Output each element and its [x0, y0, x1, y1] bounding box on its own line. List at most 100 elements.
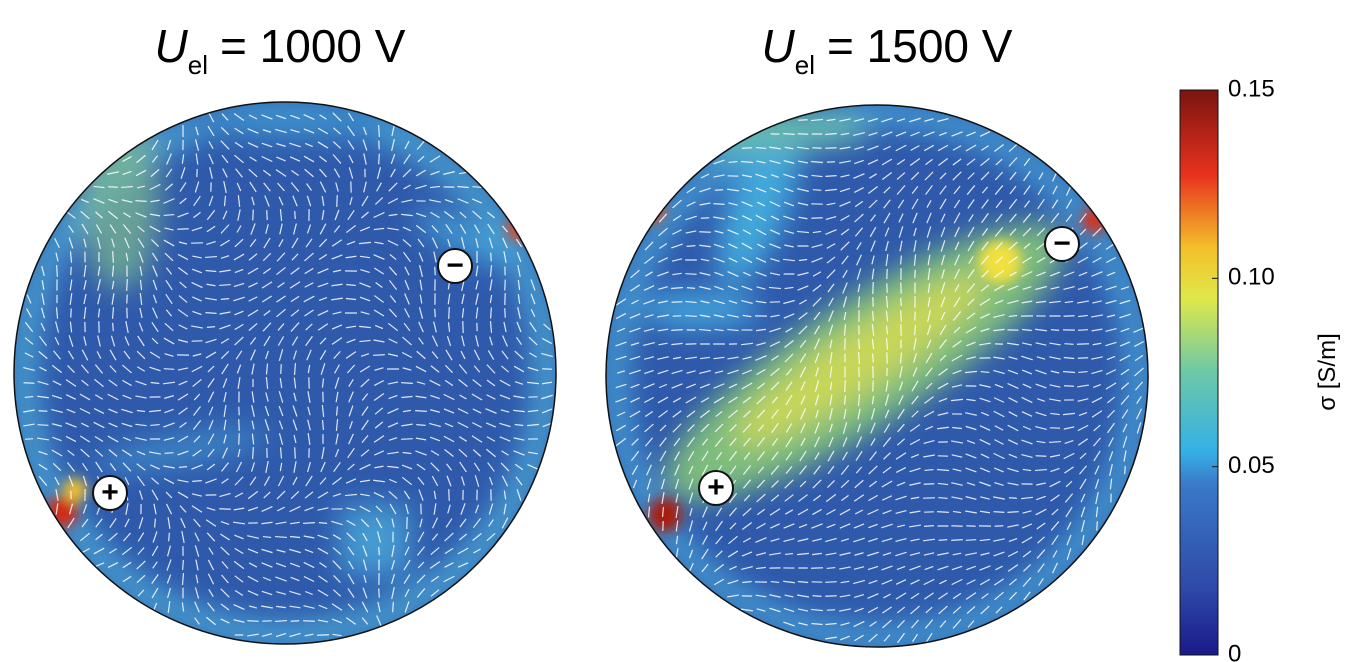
arrow: [429, 436, 441, 442]
arrow: [95, 224, 103, 234]
arrow: [252, 209, 254, 221]
arrow: [516, 321, 522, 333]
arrow: [321, 378, 325, 388]
arrow: [205, 519, 217, 527]
arrow: [517, 307, 521, 319]
arrow: [348, 378, 354, 388]
arrow: [304, 267, 314, 275]
arrow: [404, 266, 410, 276]
arrow: [1078, 370, 1088, 374]
arrow: [345, 297, 357, 301]
arrow: [317, 619, 329, 623]
arrow: [727, 328, 739, 332]
arrow: [177, 339, 189, 343]
arrow: [124, 518, 130, 528]
arrow: [307, 364, 311, 374]
arrow: [825, 147, 837, 149]
arrow: [853, 118, 865, 122]
arrow: [528, 451, 538, 455]
arrow: [261, 633, 273, 637]
electrode-label: −: [446, 249, 464, 282]
arrow: [472, 379, 482, 387]
arrow: [1105, 382, 1117, 390]
arrow: [279, 447, 283, 459]
arrow: [388, 437, 398, 441]
arrow: [1066, 548, 1072, 560]
arrow: [527, 381, 539, 385]
arrow: [374, 407, 384, 415]
arrow: [685, 396, 697, 404]
arrow: [207, 433, 215, 445]
arrow: [289, 590, 301, 596]
arrow: [348, 560, 354, 570]
arrow: [897, 619, 905, 629]
arrow: [909, 565, 921, 571]
arrow: [1105, 369, 1117, 375]
arrow: [278, 349, 284, 361]
arrow: [843, 408, 847, 420]
arrow: [1036, 440, 1046, 444]
arrow: [501, 517, 509, 529]
arrow: [429, 561, 441, 569]
arrow: [994, 525, 1004, 527]
arrow: [39, 366, 47, 372]
arrow: [672, 214, 682, 222]
arrow: [485, 408, 497, 414]
arrow: [839, 594, 851, 598]
arrow: [318, 238, 328, 248]
arrow: [303, 128, 315, 134]
arrow: [248, 168, 258, 178]
arrow: [715, 535, 723, 545]
arrow: [909, 482, 921, 486]
arrow: [784, 494, 794, 502]
arrow: [275, 576, 287, 582]
arrow: [280, 364, 282, 374]
arrow: [954, 284, 960, 292]
arrow: [220, 588, 230, 598]
arrow: [530, 293, 536, 305]
arrow: [783, 580, 795, 584]
arrow: [500, 409, 510, 413]
arrow: [798, 325, 808, 335]
arrow: [472, 449, 482, 457]
arrow: [164, 227, 174, 231]
arrow: [980, 453, 990, 459]
arrow: [1036, 227, 1046, 237]
arrow: [927, 310, 931, 322]
arrow: [475, 238, 479, 248]
arrow: [952, 426, 962, 430]
arrow: [219, 239, 231, 247]
arrow: [770, 465, 780, 475]
arrow: [221, 574, 229, 584]
arrow: [264, 419, 270, 431]
arrow: [234, 492, 244, 498]
arrow: [403, 559, 411, 571]
arrow: [24, 321, 34, 333]
arrow: [95, 211, 103, 219]
arrow: [952, 340, 962, 348]
arrow: [967, 620, 975, 628]
arrow: [97, 308, 101, 318]
arrow: [729, 522, 737, 530]
arrow: [815, 409, 819, 419]
arrow: [163, 213, 175, 217]
arrow: [81, 223, 89, 235]
arrow: [937, 426, 949, 430]
arrow: [1064, 343, 1074, 345]
arrow: [965, 144, 977, 152]
arrow: [347, 112, 355, 122]
arrow: [108, 449, 118, 457]
arrow: [1036, 257, 1046, 263]
arrow: [503, 503, 507, 515]
arrow: [646, 478, 652, 490]
arrow: [137, 335, 145, 347]
arrow: [530, 308, 536, 318]
arrow: [925, 158, 933, 166]
arrow: [332, 477, 342, 485]
arrow: [332, 633, 342, 637]
arrow: [403, 184, 411, 190]
arrow: [1091, 396, 1103, 404]
arrow: [953, 296, 961, 308]
arrow: [1107, 422, 1115, 434]
arrow: [815, 367, 819, 377]
